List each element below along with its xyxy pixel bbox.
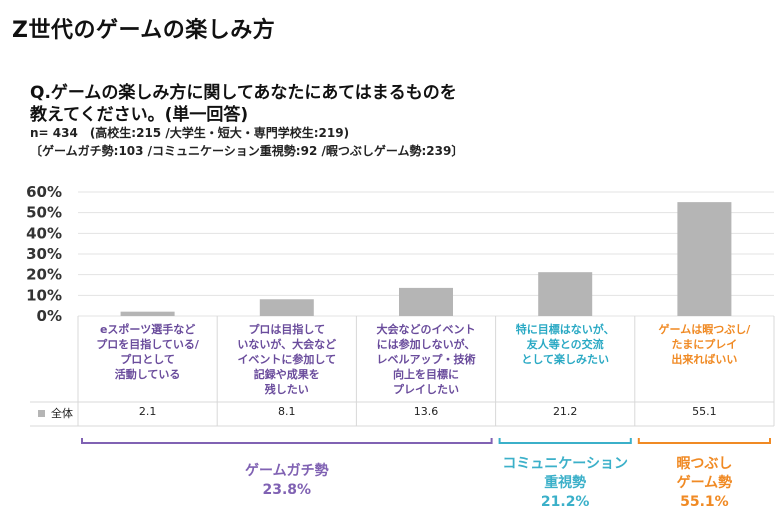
bar: [259, 299, 314, 316]
data-label: 13.6: [413, 405, 439, 418]
category-label: 特に目標はないが、 友人等との交流 として楽しみたい: [515, 323, 615, 366]
segment-size-line: 〔ゲームガチ勢:103 /コミュニケーション重視勢:92 /暇つぶしゲーム勢:2…: [30, 144, 464, 158]
data-label: 55.1: [692, 405, 717, 418]
sample-size-line: n= 434 (高校生:215 /大学生・短大・専門学校生:219): [30, 126, 350, 140]
question-line-2: 教えてください。(単一回答): [30, 105, 249, 125]
group-bracket: [81, 438, 493, 444]
group-name: ゲームガチ勢: [245, 463, 329, 479]
bar: [120, 311, 175, 316]
y-tick-label: 0%: [37, 307, 62, 325]
category-label: ゲームは暇つぶし/ たまにプレイ 出来ればいい: [658, 323, 751, 366]
legend-entry: 全体: [38, 405, 73, 421]
group-percent: 21.2%: [540, 494, 590, 510]
group-bracket: [498, 438, 632, 444]
bar: [677, 202, 732, 316]
group-percent: 55.1%: [680, 494, 729, 510]
group-name: コミュニケーション: [502, 456, 629, 472]
legend-swatch: [38, 410, 45, 417]
question-line-1: Q.ゲームの楽しみ方に関してあなたにあてはまるものを: [30, 83, 457, 103]
data-label: 21.2: [552, 405, 578, 418]
legend-label: 全体: [51, 407, 73, 420]
data-label: 8.1: [278, 405, 296, 418]
group-bracket: [637, 438, 771, 444]
y-tick-label: 20%: [26, 266, 62, 284]
y-tick-label: 50%: [26, 204, 62, 222]
group-label: ゲームガチ勢 23.8%: [70, 462, 504, 500]
category-label: 大会などのイベント には参加しないが、 レベルアップ・技術 向上を目標に プレイ…: [376, 323, 476, 396]
category-label: eスポーツ選手など プロを目指している/ プロとして 活動している: [96, 323, 199, 381]
group-name: ゲーム勢: [676, 475, 733, 491]
data-label: 2.1: [138, 405, 157, 418]
category-label: プロは目指して いないが、大会など イベントに参加して 記録や成果を 残したい: [237, 323, 337, 396]
group-label: 暇つぶしゲーム勢 55.1%: [627, 455, 779, 512]
bar: [538, 272, 593, 316]
y-tick-label: 40%: [26, 224, 62, 242]
bar: [399, 287, 453, 316]
y-tick-label: 60%: [26, 183, 62, 201]
group-name: 重視勢: [544, 475, 587, 491]
group-label: コミュニケーション 重視勢 21.2%: [488, 455, 643, 512]
group-percent: 23.8%: [262, 482, 312, 498]
group-name: 暇つぶし: [676, 456, 733, 472]
y-tick-label: 10%: [26, 286, 62, 304]
y-tick-label: 30%: [26, 245, 62, 263]
page-title: Z世代のゲームの楽しみ方: [12, 18, 276, 43]
